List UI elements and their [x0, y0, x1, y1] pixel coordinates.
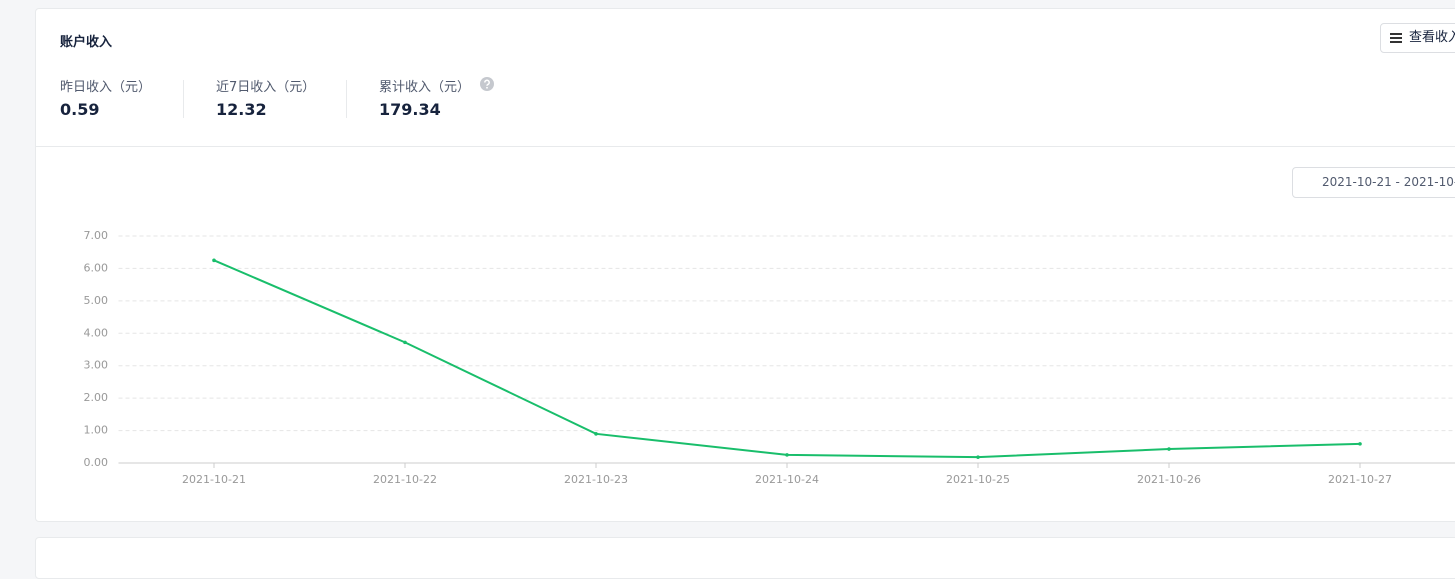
next-card [35, 537, 1455, 579]
stat-label: 近7日收入（元） [216, 80, 316, 95]
x-tick-label: 2021-10-24 [755, 473, 819, 486]
y-tick-label: 0.00 [84, 456, 109, 469]
divider [346, 80, 347, 118]
x-tick-label: 2021-10-22 [373, 473, 437, 486]
chart: 0.00 1.00 2.00 3.00 4.00 5.00 6.00 7.00 2021-10-… [84, 229, 1455, 486]
y-tick-label: 3.00 [84, 359, 109, 372]
point [1358, 442, 1362, 446]
stat-label: 累计收入（元） [379, 80, 471, 95]
y-tick-label: 1.00 [84, 424, 109, 437]
stat-value: 0.59 [60, 100, 100, 119]
point [403, 340, 407, 345]
card-title: 账户收入 [60, 35, 113, 50]
income-card [35, 8, 1455, 522]
help-icon[interactable] [480, 77, 494, 91]
stat-value: 179.34 [379, 100, 441, 119]
point [1167, 447, 1171, 451]
x-tick-label: 2021-10-21 [182, 473, 246, 486]
x-tick-label: 2021-10-27 [1328, 473, 1392, 486]
y-tick-label: 5.00 [84, 294, 109, 307]
separator [35, 146, 1455, 147]
x-tick-label: 2021-10-26 [1137, 473, 1201, 486]
view-income-button[interactable]: 查看收入 [1380, 23, 1455, 53]
stat-value: 12.32 [216, 100, 267, 119]
point [976, 455, 980, 459]
y-tick-label: 6.00 [84, 261, 109, 274]
point [212, 258, 216, 263]
x-tick-label: 2021-10-25 [946, 473, 1010, 486]
point [785, 453, 789, 457]
x-tick-label: 2021-10-23 [564, 473, 628, 486]
stat-label: 昨日收入（元） [60, 80, 152, 95]
line [213, 259, 1361, 459]
divider [183, 80, 184, 118]
menu-icon [1390, 33, 1402, 43]
button-label: 查看收入 [1409, 30, 1455, 45]
y-tick-label: 7.00 [84, 229, 109, 242]
date-range-picker[interactable]: 2021-10-21 - 2021-10-27 [1292, 167, 1455, 198]
y-tick-label: 4.00 [84, 326, 109, 339]
page: 账户收入 查看收入 昨日收入（元） 0.59 近7日收入（元） 12.32 累计… [35, 8, 1455, 579]
point [594, 432, 598, 436]
y-tick-label: 2.00 [84, 391, 109, 404]
